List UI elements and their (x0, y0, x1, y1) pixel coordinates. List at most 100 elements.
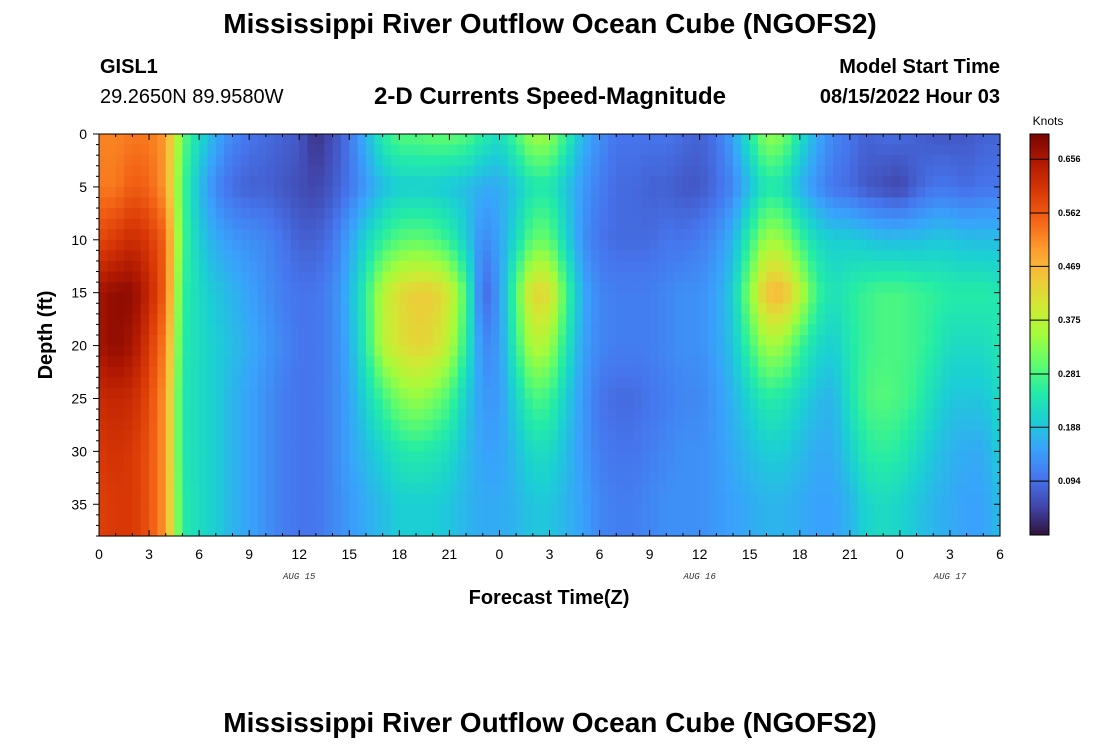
heatmap-cell (716, 292, 726, 304)
heatmap-cell (165, 504, 175, 516)
heatmap-cell (624, 398, 634, 410)
heatmap-cell (399, 430, 409, 442)
heatmap-cell (165, 197, 175, 209)
heatmap-cell (407, 197, 417, 209)
heatmap-cell (482, 525, 492, 537)
heatmap-cell (290, 430, 300, 442)
chart-title: Mississippi River Outflow Ocean Cube (NG… (223, 8, 877, 39)
heatmap-cell (691, 197, 701, 209)
x-tick-label: 3 (145, 546, 153, 562)
heatmap-cell (599, 504, 609, 516)
heatmap-cell (132, 282, 142, 294)
heatmap-cell (874, 483, 884, 495)
heatmap-cell (482, 493, 492, 505)
heatmap-cell (499, 472, 509, 484)
heatmap-cell (524, 409, 534, 421)
heatmap-cell (758, 218, 767, 230)
heatmap-cell (833, 324, 843, 336)
heatmap-cell (791, 208, 801, 220)
heatmap-cell (766, 165, 776, 177)
heatmap-cell (382, 335, 392, 347)
heatmap-cell (324, 461, 334, 474)
heatmap-cell (958, 483, 968, 495)
heatmap-cell (916, 271, 926, 283)
heatmap-cell (207, 461, 217, 474)
heatmap-cell (949, 260, 959, 273)
heatmap-cell (808, 483, 818, 495)
heatmap-cell (416, 451, 425, 463)
heatmap-cell (716, 440, 726, 452)
heatmap-cell (591, 229, 601, 241)
heatmap-cell (816, 377, 826, 389)
heatmap-cell (741, 430, 751, 442)
heatmap-cell (407, 239, 417, 251)
heatmap-cell (949, 197, 959, 209)
heatmap-cell (783, 134, 793, 146)
heatmap-cell (307, 271, 317, 283)
heatmap-cell (299, 451, 309, 463)
heatmap-cell (891, 345, 901, 357)
heatmap-cell (449, 525, 459, 537)
heatmap-cell (941, 345, 951, 357)
heatmap-cell (132, 208, 142, 220)
heatmap-cell (933, 271, 943, 283)
heatmap-cell (858, 313, 868, 326)
heatmap-cell (674, 324, 684, 336)
heatmap-cell (491, 303, 501, 315)
heatmap-cell (149, 483, 158, 495)
heatmap-cell (174, 165, 184, 177)
heatmap-cell (724, 345, 734, 357)
heatmap-cell (624, 229, 634, 241)
heatmap-cell (691, 430, 701, 442)
heatmap-cell (666, 271, 676, 283)
heatmap-cell (332, 197, 342, 209)
heatmap-cell (849, 419, 859, 431)
heatmap-cell (215, 271, 225, 283)
heatmap-cell (399, 282, 409, 294)
heatmap-cell (232, 483, 242, 495)
heatmap-cell (682, 335, 692, 347)
heatmap-cell (874, 282, 884, 294)
heatmap-cell (582, 144, 592, 156)
heatmap-cell (199, 186, 209, 199)
heatmap-cell (257, 461, 267, 474)
heatmap-cell (758, 335, 767, 347)
heatmap-cell (791, 419, 801, 431)
heatmap-cell (240, 504, 250, 516)
heatmap-cell (866, 282, 876, 294)
heatmap-cell (182, 324, 192, 336)
heatmap-cell (833, 525, 843, 537)
heatmap-cell (808, 155, 818, 167)
heatmap-cell (874, 366, 884, 378)
heatmap-cell (507, 377, 517, 389)
heatmap-cell (949, 356, 959, 368)
heatmap-cell (891, 155, 901, 167)
heatmap-cell (240, 356, 250, 368)
heatmap-cell (390, 176, 400, 188)
heatmap-cell (249, 165, 259, 177)
heatmap-cell (349, 387, 359, 400)
heatmap-cell (224, 366, 234, 378)
heatmap-cell (457, 440, 467, 452)
heatmap-cell (841, 409, 851, 421)
heatmap-cell (641, 292, 651, 304)
heatmap-cell (974, 303, 984, 315)
heatmap-cell (649, 176, 659, 188)
heatmap-cell (974, 409, 984, 421)
heatmap-cell (566, 335, 576, 347)
heatmap-cell (149, 186, 158, 199)
heatmap-cell (824, 366, 834, 378)
heatmap-cell (199, 155, 209, 167)
heatmap-cell (641, 313, 651, 326)
heatmap-cell (774, 324, 784, 336)
heatmap-cell (416, 282, 425, 294)
heatmap-cell (691, 144, 701, 156)
heatmap-cell (599, 387, 609, 400)
heatmap-cell (157, 430, 167, 442)
heatmap-cell (249, 387, 259, 400)
heatmap-cell (340, 398, 350, 410)
heatmap-cell (99, 324, 108, 336)
heatmap-cell (324, 525, 334, 537)
heatmap-cell (224, 504, 234, 516)
heatmap-cell (816, 155, 826, 167)
